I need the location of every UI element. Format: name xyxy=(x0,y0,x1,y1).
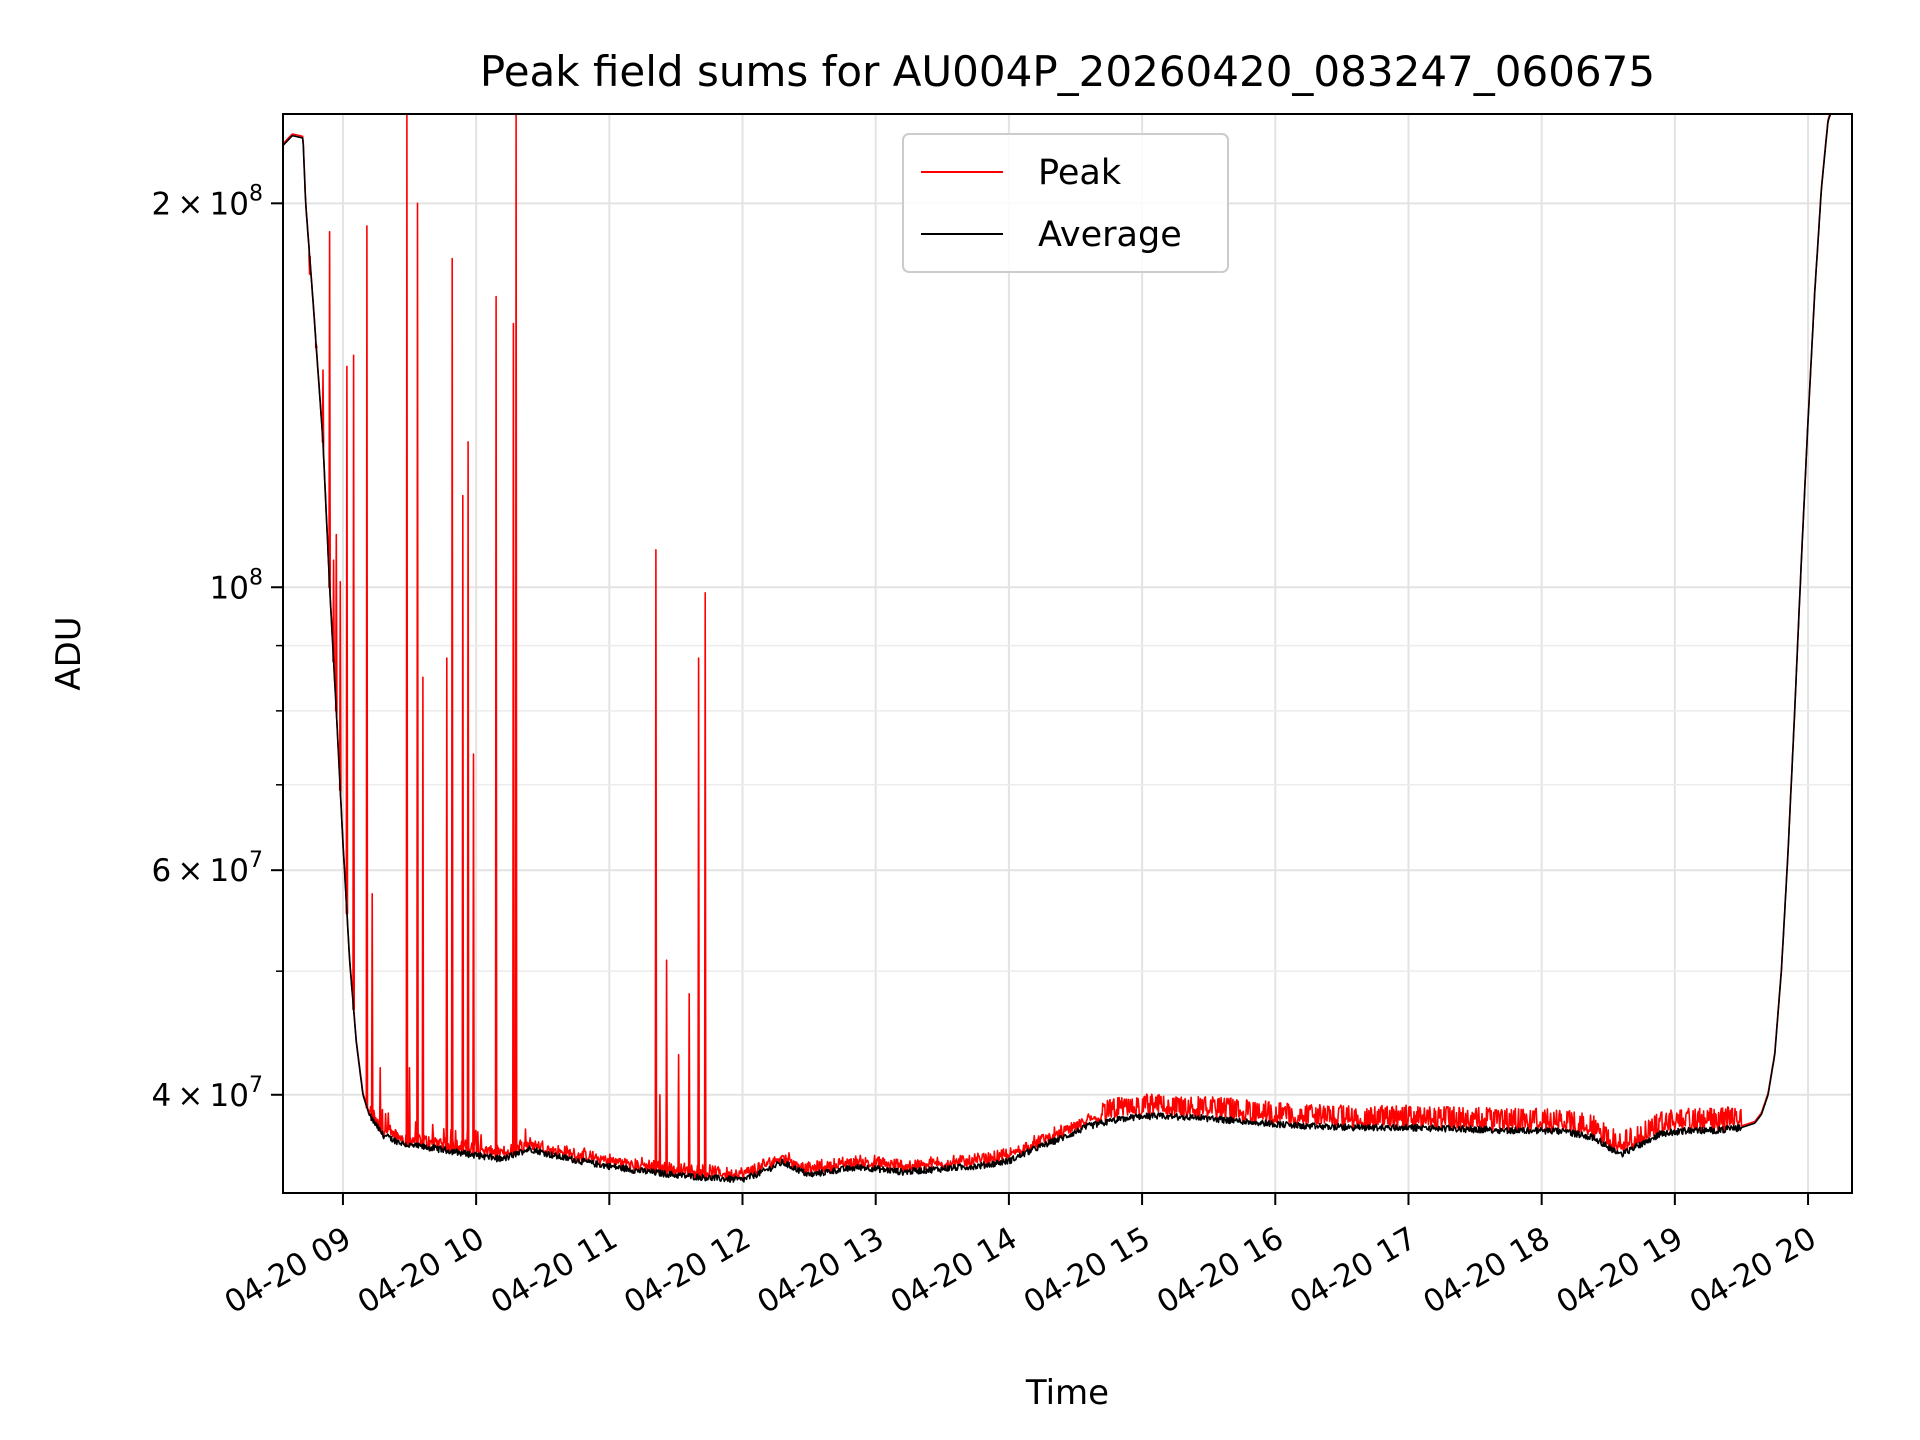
series-peak-line xyxy=(283,114,1835,1181)
y-tick-label: 2 × 108 xyxy=(151,181,263,222)
axis-ticks xyxy=(271,202,1810,1205)
legend-label-average: Average xyxy=(1038,215,1182,255)
y-tick-labels: 4 × 107 6 × 107 108 2 × 108 xyxy=(151,181,263,1113)
x-axis-title: Time xyxy=(1025,1373,1109,1413)
plot-frame xyxy=(282,113,1853,1194)
series-average-line xyxy=(283,114,1835,1183)
chart-title: Peak field sums for AU004P_20260420_0832… xyxy=(480,47,1655,96)
y-tick-label: 6 × 107 xyxy=(151,848,263,889)
y-tick-label: 108 xyxy=(210,565,263,606)
y-tick-label: 4 × 107 xyxy=(151,1073,263,1114)
grid xyxy=(283,114,1852,1193)
plot-series xyxy=(283,114,1835,1183)
legend: Peak Average xyxy=(902,133,1229,273)
legend-label-peak: Peak xyxy=(1038,153,1122,193)
legend-box xyxy=(902,133,1229,273)
y-axis-title: ADU xyxy=(49,616,89,690)
